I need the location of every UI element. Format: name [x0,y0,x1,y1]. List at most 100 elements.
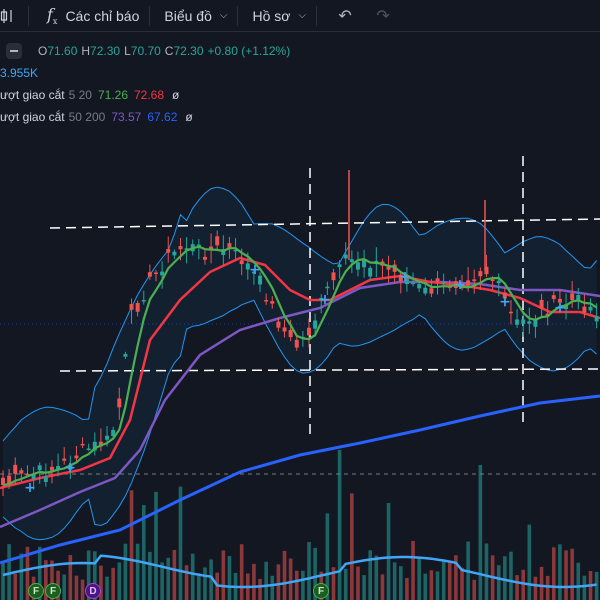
candle-body [37,465,42,471]
candle-body [239,260,244,265]
volume-bar [356,566,360,600]
candle-body [264,299,269,302]
candle-body [68,464,73,470]
volume-bar [50,560,54,600]
ma-cross-row-2[interactable]: ượt giao cắt 50 200 73.57 67.62 ø [0,106,290,128]
cross-signal-icon: + [454,277,466,293]
financial-marker[interactable]: F [313,583,329,599]
candle-body [215,236,220,246]
candle-body [178,246,183,250]
profile-menu-button[interactable]: Hồ sơ ⌵ [252,0,306,32]
candle-body [435,278,440,282]
volume-bar [227,556,232,600]
volume-bar [386,503,391,600]
cross-signal-icon: + [399,269,411,285]
fx-icon: fx [47,4,58,27]
candle-body [576,295,581,301]
volume-bar [484,543,489,600]
close-value: 72.30 [173,44,204,58]
volume-bar [478,465,483,600]
candle-body [417,284,422,289]
volume-bar [435,571,440,600]
volume-bar [472,579,477,600]
candle-body [160,271,165,276]
volume-bar [527,524,532,600]
bollinger-lower-line [2,299,597,541]
volume-bar [533,576,538,600]
indicators-button[interactable]: fx Các chỉ báo [47,0,139,32]
ma20-line [0,256,600,490]
volume-bar [80,579,85,600]
volume-bar [594,571,599,600]
volume-bar [337,450,342,600]
candle-body [582,306,587,313]
high-value: 72.30 [90,44,121,58]
candle-body [441,281,446,284]
candle-body [429,288,434,294]
chart-menu-button[interactable]: Biểu đồ ⌵ [164,0,227,32]
toolbar-divider [237,5,239,26]
volume-bar [423,573,428,600]
candle-body [92,441,97,451]
volume-bar [294,570,299,600]
volume-bar [19,553,24,600]
redo-button[interactable]: ↷ [371,0,395,32]
candle-body [56,466,61,470]
candle-body [13,464,18,474]
candle-body [105,435,110,440]
candle-body [368,267,373,277]
candle-body [533,319,538,327]
candle-body [478,271,483,277]
undo-button[interactable]: ↶ [333,0,357,32]
ma5-value: 71.26 [97,88,128,102]
chart-type-button[interactable] [0,0,18,32]
low-value: 70.70 [130,44,161,58]
dividend-marker[interactable]: D [85,583,101,599]
volume-bar [392,562,397,600]
volume-bar [374,555,379,600]
volume-bar [154,491,158,600]
volume-bar [203,567,207,600]
ma-cross-row-1[interactable]: ượt giao cắt 5 20 71.26 72.68 ø [0,84,290,106]
volume-bar [350,493,354,600]
ma-cross-params: 5 20 [68,88,92,102]
candle-body [202,256,207,260]
candle-body [227,243,232,249]
price-chart[interactable]: + + + + + + + + [0,32,600,600]
volume-bar [343,568,348,600]
candle-body [282,327,287,332]
candle-body [343,254,348,259]
close-label: C [164,44,174,58]
financial-marker[interactable]: F [28,583,44,599]
volume-bar [582,575,587,600]
candle-body [166,249,171,253]
low-label: L [124,44,131,58]
candle-body [123,353,128,357]
volume-bar [545,575,550,600]
volume-bar [7,544,11,600]
volume-bar [521,569,525,600]
candle-body [19,470,24,474]
candle-body [245,263,250,270]
candle-body [147,272,152,277]
candle-body [154,272,158,275]
candle-body [129,304,134,310]
volume-bar [99,565,103,600]
financial-marker[interactable]: F [45,583,61,599]
ma200-value: 67.62 [147,110,178,124]
collapse-legend-icon[interactable] [6,43,22,59]
volume-bar [264,561,268,600]
volume-bar [13,573,18,600]
open-value: 71.60 [47,44,78,58]
volume-bar [74,575,79,600]
candle-body [564,304,569,310]
candle-body [588,306,593,311]
volume-bar [37,546,42,600]
candle-body [466,280,471,286]
candle-body [251,271,256,274]
candle-body [288,329,293,338]
volume-bar [405,577,409,600]
candle-body [319,297,324,301]
candle-body [325,286,330,289]
ma50-line [0,280,600,529]
